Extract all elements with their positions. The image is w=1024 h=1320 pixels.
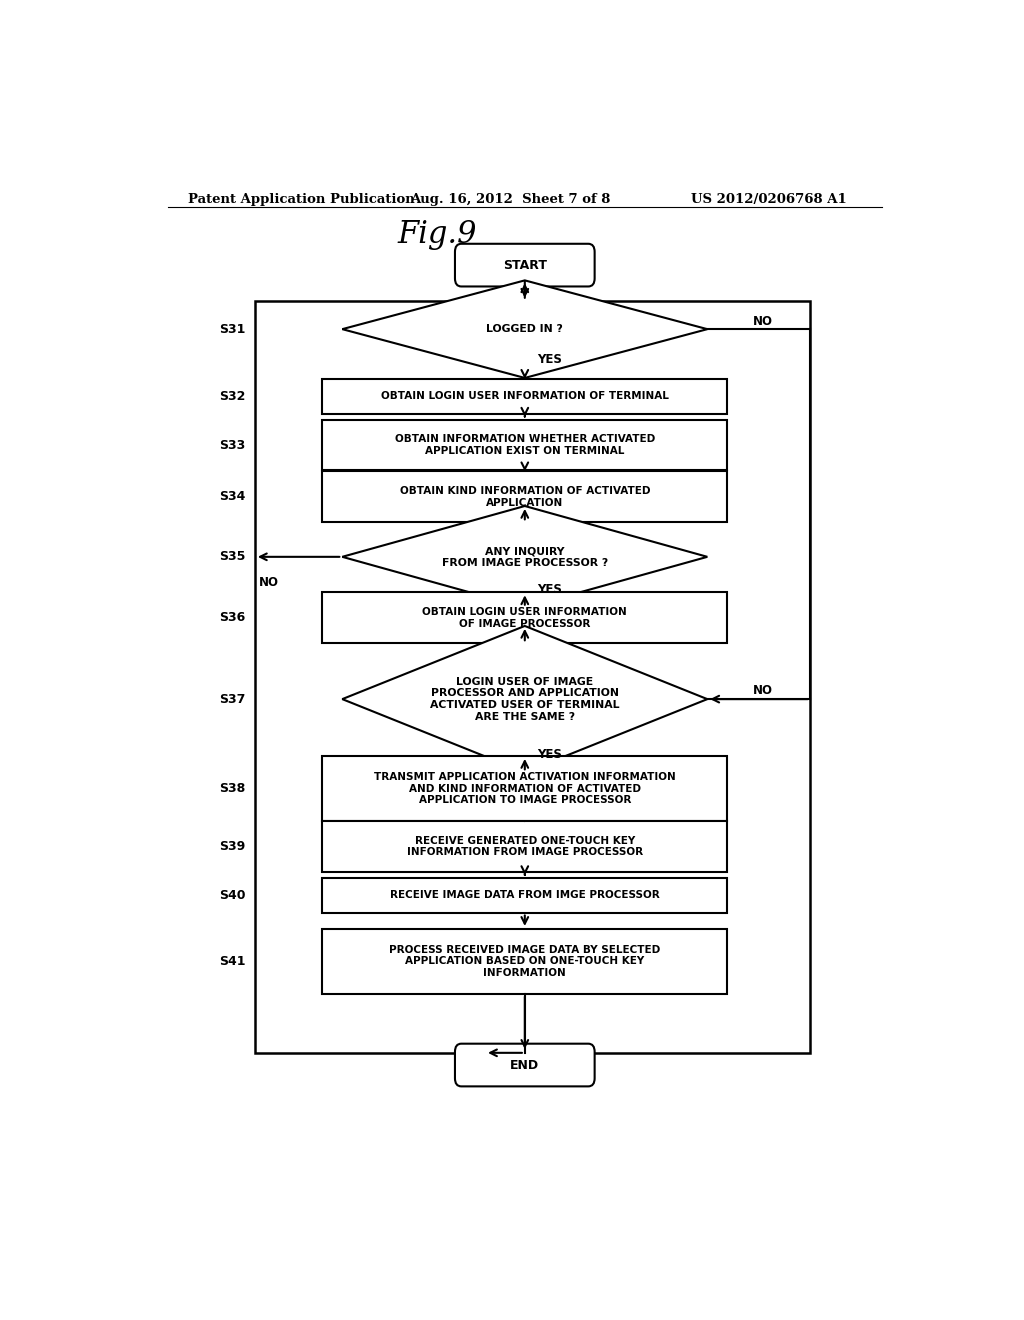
Polygon shape <box>342 626 708 772</box>
Text: S39: S39 <box>219 840 246 853</box>
Bar <box>323 756 727 821</box>
Bar <box>323 420 727 470</box>
Text: OBTAIN LOGIN USER INFORMATION
OF IMAGE PROCESSOR: OBTAIN LOGIN USER INFORMATION OF IMAGE P… <box>423 607 627 628</box>
Text: NO: NO <box>259 576 279 589</box>
Text: TRANSMIT APPLICATION ACTIVATION INFORMATION
AND KIND INFORMATION OF ACTIVATED
AP: TRANSMIT APPLICATION ACTIVATION INFORMAT… <box>374 772 676 805</box>
Polygon shape <box>342 280 708 378</box>
FancyBboxPatch shape <box>455 1044 595 1086</box>
Text: S32: S32 <box>219 389 246 403</box>
Text: S35: S35 <box>219 550 246 564</box>
Polygon shape <box>342 506 708 607</box>
Text: YES: YES <box>537 747 561 760</box>
FancyBboxPatch shape <box>455 244 595 286</box>
Text: OBTAIN INFORMATION WHETHER ACTIVATED
APPLICATION EXIST ON TERMINAL: OBTAIN INFORMATION WHETHER ACTIVATED APP… <box>394 434 655 455</box>
Text: S31: S31 <box>219 322 246 335</box>
Text: RECEIVE IMAGE DATA FROM IMGE PROCESSOR: RECEIVE IMAGE DATA FROM IMGE PROCESSOR <box>390 890 659 900</box>
Bar <box>323 471 727 523</box>
Text: Aug. 16, 2012  Sheet 7 of 8: Aug. 16, 2012 Sheet 7 of 8 <box>410 193 610 206</box>
Text: S40: S40 <box>219 888 246 902</box>
Text: LOGIN USER OF IMAGE
PROCESSOR AND APPLICATION
ACTIVATED USER OF TERMINAL
ARE THE: LOGIN USER OF IMAGE PROCESSOR AND APPLIC… <box>430 677 620 722</box>
Text: YES: YES <box>537 583 561 595</box>
Bar <box>323 379 727 413</box>
Bar <box>323 821 727 873</box>
Bar <box>323 593 727 643</box>
Text: NO: NO <box>754 314 773 327</box>
Text: OBTAIN LOGIN USER INFORMATION OF TERMINAL: OBTAIN LOGIN USER INFORMATION OF TERMINA… <box>381 391 669 401</box>
Text: S36: S36 <box>219 611 246 624</box>
Text: S33: S33 <box>219 438 246 451</box>
Text: YES: YES <box>537 354 561 366</box>
Text: OBTAIN KIND INFORMATION OF ACTIVATED
APPLICATION: OBTAIN KIND INFORMATION OF ACTIVATED APP… <box>399 486 650 508</box>
Text: S38: S38 <box>219 781 246 795</box>
Text: Patent Application Publication: Patent Application Publication <box>187 193 415 206</box>
Text: US 2012/0206768 A1: US 2012/0206768 A1 <box>691 193 847 206</box>
Text: S41: S41 <box>219 954 246 968</box>
Bar <box>255 301 811 1053</box>
Bar <box>323 878 727 912</box>
Text: PROCESS RECEIVED IMAGE DATA BY SELECTED
APPLICATION BASED ON ONE-TOUCH KEY
INFOR: PROCESS RECEIVED IMAGE DATA BY SELECTED … <box>389 945 660 978</box>
Text: NO: NO <box>754 685 773 697</box>
Bar <box>323 929 727 994</box>
Text: LOGGED IN ?: LOGGED IN ? <box>486 325 563 334</box>
Text: S37: S37 <box>219 693 246 706</box>
Text: S34: S34 <box>219 490 246 503</box>
Text: Fig.9: Fig.9 <box>397 219 477 251</box>
Text: ANY INQUIRY
FROM IMAGE PROCESSOR ?: ANY INQUIRY FROM IMAGE PROCESSOR ? <box>441 546 608 568</box>
Text: END: END <box>510 1059 540 1072</box>
Text: RECEIVE GENERATED ONE-TOUCH KEY
INFORMATION FROM IMAGE PROCESSOR: RECEIVE GENERATED ONE-TOUCH KEY INFORMAT… <box>407 836 643 857</box>
Text: START: START <box>503 259 547 272</box>
